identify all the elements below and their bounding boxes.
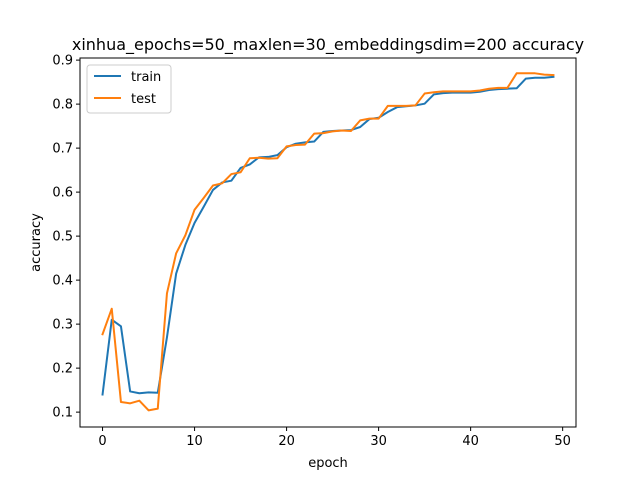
x-tick-label: 10 [186, 434, 203, 449]
y-tick-label: 0.2 [52, 362, 73, 377]
x-tick-label: 20 [278, 434, 295, 449]
chart-title: xinhua_epochs=50_maxlen=30_embeddingsdim… [72, 35, 584, 55]
x-tick-label: 0 [98, 434, 106, 449]
legend-label-train: train [131, 70, 161, 85]
y-tick-label: 0.7 [52, 142, 73, 157]
x-tick-label: 30 [370, 434, 387, 449]
series-line-test [101, 72, 555, 412]
y-tick-label: 0.9 [52, 54, 73, 69]
x-tick-label: 50 [554, 434, 571, 449]
y-tick-label: 0.6 [52, 186, 73, 201]
y-tick-label: 0.8 [52, 98, 73, 113]
x-axis: 0 10 20 30 40 50 [98, 427, 571, 449]
x-tick-label: 40 [462, 434, 479, 449]
legend-label-test: test [131, 92, 156, 107]
y-tick-label: 0.5 [52, 230, 73, 245]
y-axis: 0.1 0.2 0.3 0.4 0.5 0.6 0.7 0.8 0.9 [52, 54, 80, 421]
legend: train test [86, 64, 172, 114]
y-tick-label: 0.4 [52, 274, 73, 289]
y-tick-label: 0.1 [52, 406, 73, 421]
y-axis-label: accuracy [29, 213, 44, 272]
y-tick-label: 0.3 [52, 318, 73, 333]
x-axis-label: epoch [308, 456, 348, 471]
plot-frame [79, 57, 577, 428]
series-layer [101, 72, 555, 412]
